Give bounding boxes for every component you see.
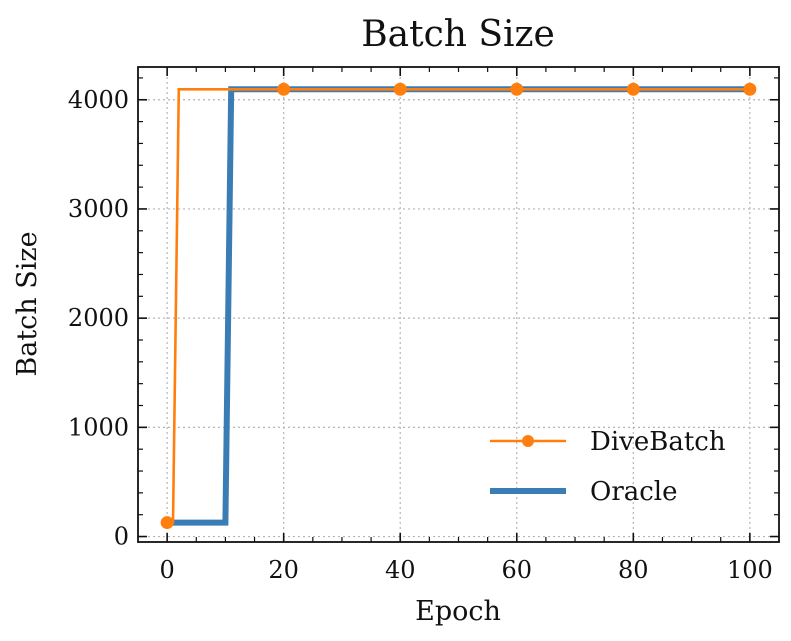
x-axis-label: Epoch — [415, 596, 501, 627]
divebatch-marker — [510, 82, 524, 96]
x-tick-label: 0 — [159, 556, 174, 584]
y-tick-label: 3000 — [68, 195, 129, 223]
legend-label-oracle: Oracle — [590, 477, 678, 507]
legend-marker-divebatch — [522, 435, 534, 447]
x-axis-ticks: 0 20 40 60 80 100 — [159, 67, 773, 584]
grid-lines — [138, 67, 779, 542]
x-tick-label: 60 — [501, 556, 532, 584]
series-layer — [160, 82, 757, 530]
series-markers-divebatch — [160, 82, 757, 530]
series-line-oracle — [167, 86, 750, 526]
minor-ticks — [138, 67, 780, 542]
divebatch-marker — [277, 82, 291, 96]
y-tick-label: 0 — [114, 523, 129, 551]
x-tick-label: 80 — [618, 556, 649, 584]
divebatch-marker — [160, 516, 174, 530]
x-tick-label: 40 — [385, 556, 416, 584]
y-tick-label: 2000 — [68, 304, 129, 332]
divebatch-marker — [393, 82, 407, 96]
legend-label-divebatch: DiveBatch — [590, 427, 726, 457]
y-tick-label: 4000 — [68, 86, 129, 114]
x-tick-label: 100 — [727, 556, 773, 584]
y-tick-label: 1000 — [68, 413, 129, 441]
y-axis-label: Batch Size — [12, 231, 43, 376]
divebatch-marker — [743, 82, 757, 96]
y-axis-ticks: 0 1000 2000 3000 4000 — [68, 86, 779, 551]
series-line-divebatch — [167, 88, 750, 524]
plot-frame — [137, 66, 780, 543]
x-tick-label: 20 — [268, 556, 299, 584]
legend: DiveBatch Oracle — [490, 427, 726, 507]
divebatch-marker — [626, 82, 640, 96]
chart-title: Batch Size — [361, 14, 555, 55]
